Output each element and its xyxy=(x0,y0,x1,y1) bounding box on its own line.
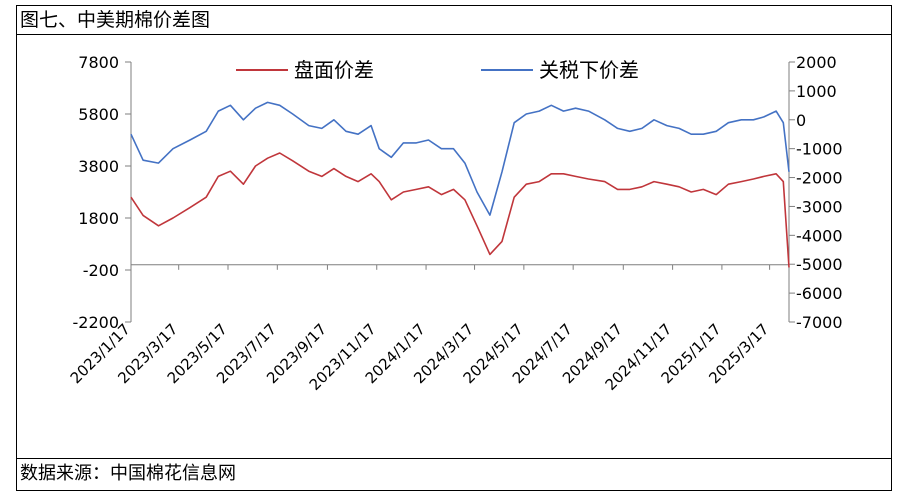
right-y-tick-label: 2000 xyxy=(796,53,837,72)
line-spread-futures xyxy=(130,152,790,268)
left-y-tick-label: -2200 xyxy=(73,313,120,332)
source-divider xyxy=(16,458,892,459)
right-y-tick-label: -3000 xyxy=(796,197,843,216)
legend-item-spread-futures: 盘面价差 xyxy=(236,58,374,82)
left-y-tick-label: 7800 xyxy=(78,53,119,72)
figure-frame xyxy=(16,5,892,491)
right-y-tick-label: -5000 xyxy=(796,255,843,274)
right-y-tick-label: -4000 xyxy=(796,226,843,245)
right-y-tick-label: 0 xyxy=(796,111,806,130)
plot-area: 7800 5800 3800 1800 -200 -2200 2000 1000 0 -1000 -… xyxy=(67,53,843,394)
left-y-tick-label: 5800 xyxy=(78,105,119,124)
title-divider xyxy=(16,34,892,35)
left-y-tick-label: -200 xyxy=(83,261,119,280)
left-y-tick-label: 1800 xyxy=(78,209,119,228)
left-y-tick-label: 3800 xyxy=(78,157,119,176)
legend-item-spread-after-tariff: 关税下价差 xyxy=(481,58,639,82)
right-y-tick-label: 1000 xyxy=(796,82,837,101)
legend-label: 关税下价差 xyxy=(539,58,639,82)
right-y-tick-label: -2000 xyxy=(796,169,843,188)
line-spread-after-tariff xyxy=(130,101,790,216)
right-y-tick-label: -1000 xyxy=(796,140,843,159)
source-note: 数据来源：中国棉花信息网 xyxy=(20,463,236,484)
right-y-tick-label: -6000 xyxy=(796,284,843,303)
legend-label: 盘面价差 xyxy=(294,58,374,82)
right-y-tick-label: -7000 xyxy=(796,313,843,332)
figure-title: 图七、中美期棉价差图 xyxy=(20,9,211,31)
